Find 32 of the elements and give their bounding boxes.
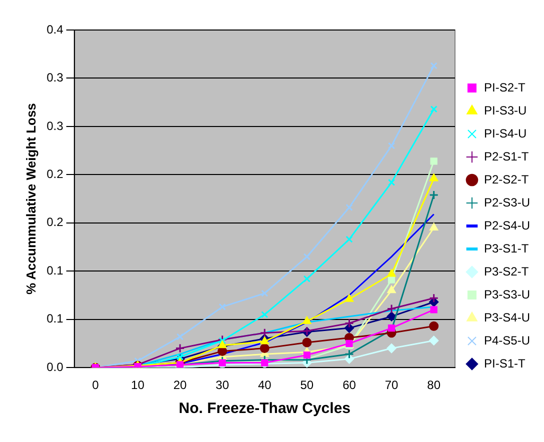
x-tick-label: 80 <box>427 378 441 392</box>
legend-label: PI-S2-T <box>484 80 526 94</box>
legend-label: P2-S3-U <box>484 195 530 210</box>
legend-label: P2-S2-T <box>484 172 530 186</box>
x-tick-label: 70 <box>384 378 399 392</box>
y-axis-title: % Accummulative Weight Loss <box>23 103 38 295</box>
x-tick-label: 10 <box>131 378 145 392</box>
x-tick-label: 20 <box>173 378 188 392</box>
legend-label: P3-S2-T <box>484 264 530 278</box>
y-tick-label: 0.1 <box>46 312 64 326</box>
y-tick-label: 0.2 <box>46 167 64 181</box>
y-tick-label: 0.3 <box>46 118 64 133</box>
x-tick-label: 50 <box>300 378 314 392</box>
legend-label: PI-S3-U <box>484 103 527 118</box>
legend-label: P3-S4-U <box>484 310 530 324</box>
legend-label: P4-S5-U <box>484 333 530 348</box>
x-axis-title: No. Freeze-Thaw Cycles <box>178 400 350 418</box>
legend-label: PI-S1-T <box>484 356 526 370</box>
x-tick-label: 40 <box>258 378 272 392</box>
x-tick-label: 60 <box>342 378 356 392</box>
y-tick-label: 0.3 <box>46 70 64 85</box>
y-tick-label: 0.4 <box>46 22 64 36</box>
x-tick-label: 30 <box>216 378 230 392</box>
legend-label: P2-S4-U <box>484 218 530 232</box>
y-tick-label: 0.0 <box>46 360 64 374</box>
legend-label: P2-S1-T <box>484 149 530 164</box>
legend-label: P3-S3-U <box>484 287 530 302</box>
x-tick-label: 0 <box>92 378 100 392</box>
y-tick-label: 0.1 <box>46 263 64 278</box>
legend-label: P3-S1-T <box>484 241 530 256</box>
legend-label: PI-S4-U <box>484 126 527 140</box>
y-tick-label: 0.2 <box>46 215 64 230</box>
